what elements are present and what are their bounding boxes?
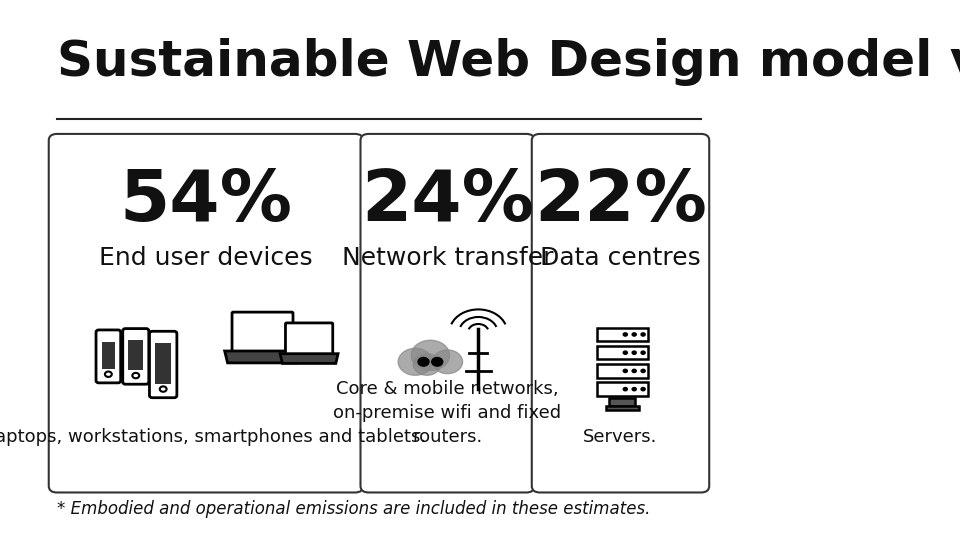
Text: Data centres: Data centres — [540, 246, 701, 269]
Circle shape — [632, 351, 636, 354]
FancyBboxPatch shape — [96, 330, 121, 383]
Bar — [596, 328, 648, 341]
Circle shape — [641, 369, 645, 373]
Text: Network transfer: Network transfer — [342, 246, 553, 269]
Text: 24%: 24% — [361, 167, 534, 237]
Circle shape — [418, 357, 429, 366]
Circle shape — [632, 333, 636, 336]
Text: Sustainable Web Design model v4: Sustainable Web Design model v4 — [57, 38, 960, 86]
Bar — [102, 342, 115, 369]
Text: 54%: 54% — [119, 167, 293, 237]
Circle shape — [432, 357, 443, 366]
Text: Servers.: Servers. — [584, 428, 658, 445]
Text: End user devices: End user devices — [99, 246, 313, 269]
Text: Core & mobile networks,
on-premise wifi and fixed
routers.: Core & mobile networks, on-premise wifi … — [333, 380, 562, 446]
FancyBboxPatch shape — [232, 312, 293, 352]
Circle shape — [623, 333, 627, 336]
Circle shape — [398, 348, 432, 375]
FancyBboxPatch shape — [361, 134, 535, 492]
FancyBboxPatch shape — [532, 134, 709, 492]
Circle shape — [632, 369, 636, 373]
Bar — [596, 382, 648, 396]
Circle shape — [623, 351, 627, 354]
FancyBboxPatch shape — [150, 331, 177, 397]
Text: * Embodied and operational emissions are included in these estimates.: * Embodied and operational emissions are… — [57, 501, 650, 518]
Bar — [610, 397, 636, 406]
Text: 22%: 22% — [534, 167, 707, 237]
Circle shape — [632, 388, 636, 391]
Circle shape — [432, 350, 463, 374]
Circle shape — [623, 388, 627, 391]
Circle shape — [413, 354, 441, 375]
Circle shape — [641, 388, 645, 391]
Circle shape — [411, 340, 449, 370]
Circle shape — [623, 369, 627, 373]
FancyBboxPatch shape — [49, 134, 363, 492]
Polygon shape — [225, 351, 300, 363]
Bar — [155, 343, 172, 383]
Bar — [129, 340, 143, 370]
Bar — [606, 406, 639, 410]
Text: Laptops, workstations, smartphones and tablets.: Laptops, workstations, smartphones and t… — [0, 428, 426, 445]
FancyBboxPatch shape — [285, 323, 333, 355]
Bar — [596, 346, 648, 360]
Polygon shape — [280, 354, 338, 363]
Circle shape — [641, 333, 645, 336]
Circle shape — [641, 351, 645, 354]
Bar — [596, 364, 648, 377]
FancyBboxPatch shape — [123, 328, 149, 384]
